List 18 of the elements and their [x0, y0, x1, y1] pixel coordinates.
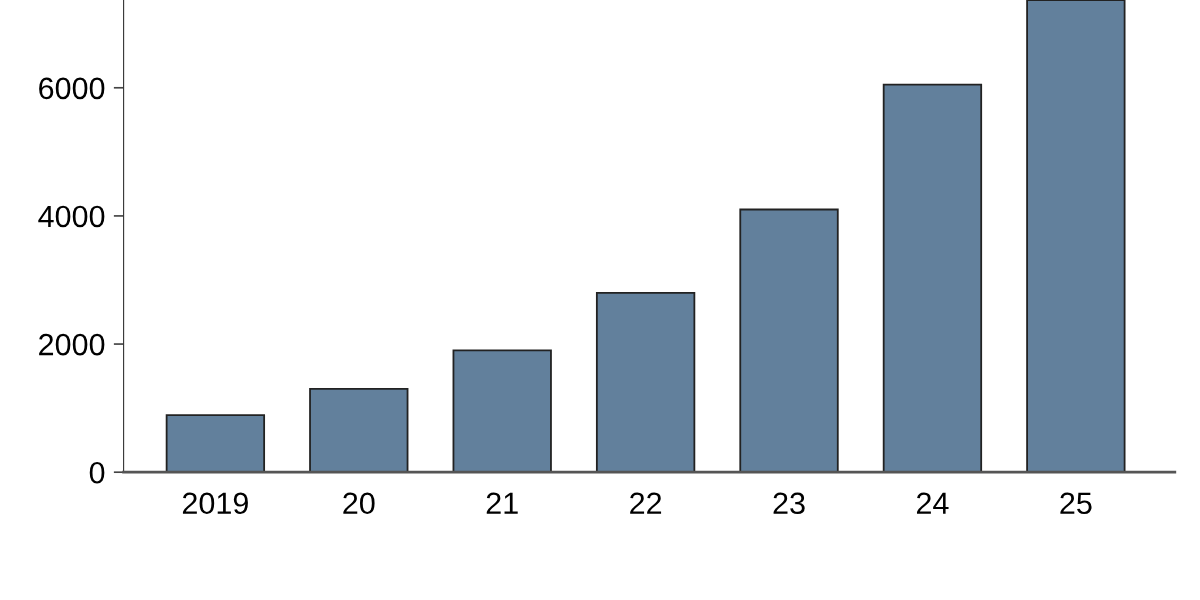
bar: [309, 388, 409, 473]
x-tick-label: 21: [486, 492, 518, 514]
bar: [1026, 0, 1126, 473]
bar: [595, 291, 696, 473]
y-tick-label: 0: [89, 461, 105, 484]
y-tick-label: 4000: [38, 205, 105, 228]
x-tick-label: 23: [773, 492, 805, 515]
bar: [165, 414, 266, 473]
bar: [882, 83, 983, 473]
x-tick-label: 20: [343, 492, 375, 515]
x-tick-label: 2019: [182, 492, 248, 515]
x-tick-label: 24: [916, 492, 949, 514]
bar: [739, 208, 839, 473]
y-tick-label: 6000: [39, 77, 105, 100]
x-tick-label: 25: [1060, 492, 1092, 515]
bar: [452, 349, 552, 473]
x-tick-label: 22: [630, 492, 662, 514]
y-tick-label: 2000: [39, 333, 105, 356]
